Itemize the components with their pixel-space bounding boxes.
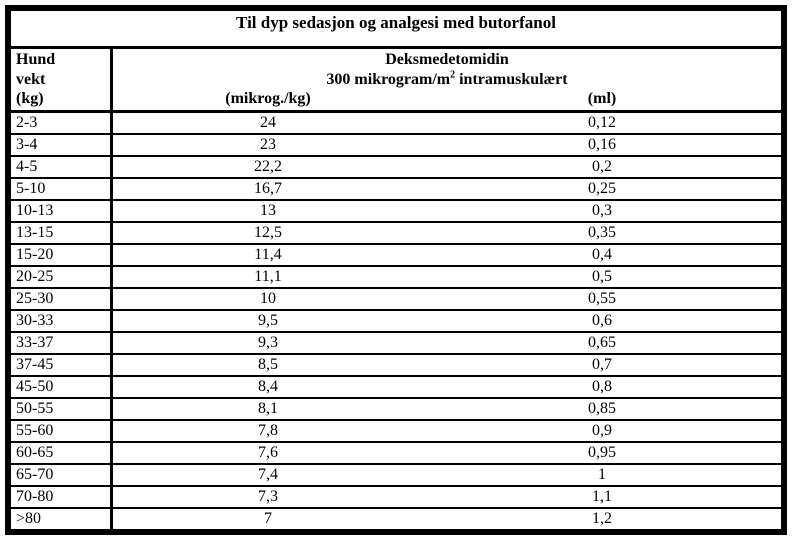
cell-weight-kg: 4-5 — [11, 157, 113, 177]
table-rows: 2-3 24 0,12 3-4 23 0,16 4-5 22,2 0,2 5-10 16,7 0,25… — [11, 113, 781, 529]
table-row: 70-80 7,3 1,1 — [11, 487, 781, 509]
cell-weight-kg: 30-33 — [11, 311, 113, 331]
cell-microg-per-kg: 16,7 — [254, 180, 282, 197]
cell-microg-per-kg: 7,3 — [258, 488, 278, 505]
cell-microg-per-kg: 22,2 — [254, 158, 282, 175]
cell-weight-kg: 15-20 — [11, 245, 113, 265]
cell-ml: 0,95 — [588, 444, 616, 461]
table-row: 50-55 8,1 0,85 — [11, 399, 781, 421]
cell-weight-kg: 2-3 — [11, 113, 113, 133]
cell-ml: 0,16 — [588, 136, 616, 153]
cell-microg-per-kg: 11,4 — [254, 246, 282, 263]
cell-ml: 0,55 — [588, 290, 616, 307]
table-header-row: Hund vekt (kg) Deksmedetomidin 300 mikro… — [11, 49, 781, 113]
weight-header-line-3: (kg) — [16, 90, 44, 107]
cell-microg-per-kg: 7,4 — [258, 466, 278, 483]
drug-dose-header-prefix: 300 mikrogram/m — [326, 70, 451, 88]
microg-per-kg-column-header: (mikrog./kg) — [225, 90, 311, 107]
table-row: 4-5 22,2 0,2 — [11, 157, 781, 179]
ml-column-header: (ml) — [587, 90, 617, 107]
cell-weight-kg: >80 — [11, 509, 113, 529]
cell-weight-kg: 10-13 — [11, 201, 113, 221]
drug-column-group-header: Deksmedetomidin 300 mikrogram/m2 intramu… — [113, 49, 781, 110]
cell-weight-kg: 37-45 — [11, 355, 113, 375]
cell-ml: 1,2 — [592, 510, 612, 527]
table-title: Til dyp sedasjon og analgesi med butorfa… — [11, 11, 781, 49]
cell-microg-per-kg: 9,3 — [258, 334, 278, 351]
table-row: 3-4 23 0,16 — [11, 135, 781, 157]
cell-microg-per-kg: 8,4 — [258, 378, 278, 395]
drug-dose-header-superscript: 2 — [450, 69, 456, 81]
dose-table: Til dyp sedasjon og analgesi med butorfa… — [5, 5, 787, 535]
cell-ml: 0,35 — [588, 224, 616, 241]
table-row: 60-65 7,6 0,95 — [11, 443, 781, 465]
cell-microg-per-kg: 9,5 — [258, 312, 278, 329]
table-row: 10-13 13 0,3 — [11, 201, 781, 223]
table-row: 65-70 7,4 1 — [11, 465, 781, 487]
cell-weight-kg: 13-15 — [11, 223, 113, 243]
cell-ml: 0,9 — [592, 422, 612, 439]
cell-microg-per-kg: 7,8 — [258, 422, 278, 439]
cell-ml: 1,1 — [592, 488, 612, 505]
cell-microg-per-kg: 10 — [260, 290, 276, 307]
table-row: 45-50 8,4 0,8 — [11, 377, 781, 399]
table-row: 13-15 12,5 0,35 — [11, 223, 781, 245]
table-row: 20-25 11,1 0,5 — [11, 267, 781, 289]
cell-microg-per-kg: 8,1 — [258, 400, 278, 417]
cell-microg-per-kg: 7,6 — [258, 444, 278, 461]
table-row: 2-3 24 0,12 — [11, 113, 781, 135]
cell-weight-kg: 45-50 — [11, 377, 113, 397]
cell-ml: 0,6 — [592, 312, 612, 329]
sub-column-headers: (mikrog./kg) (ml) — [113, 89, 781, 109]
cell-microg-per-kg: 11,1 — [254, 268, 282, 285]
cell-weight-kg: 65-70 — [11, 465, 113, 485]
cell-weight-kg: 25-30 — [11, 289, 113, 309]
cell-weight-kg: 5-10 — [11, 179, 113, 199]
cell-weight-kg: 60-65 — [11, 443, 113, 463]
cell-weight-kg: 55-60 — [11, 421, 113, 441]
cell-ml: 0,2 — [592, 158, 612, 175]
table-row: 37-45 8,5 0,7 — [11, 355, 781, 377]
table-row: 25-30 10 0,55 — [11, 289, 781, 311]
table-row: 55-60 7,8 0,9 — [11, 421, 781, 443]
drug-dose-header-suffix: intramuskulært — [455, 70, 568, 88]
weight-header-line-2: vekt — [16, 70, 46, 88]
table-row: 33-37 9,3 0,65 — [11, 333, 781, 355]
cell-ml: 0,4 — [592, 246, 612, 263]
cell-weight-kg: 3-4 — [11, 135, 113, 155]
cell-weight-kg: 20-25 — [11, 267, 113, 287]
drug-dose-header: 300 mikrogram/m2 intramuskulært — [113, 70, 781, 90]
cell-ml: 0,8 — [592, 378, 612, 395]
weight-header-line-1: Hund — [16, 51, 56, 68]
cell-microg-per-kg: 23 — [260, 136, 276, 153]
cell-microg-per-kg: 12,5 — [254, 224, 282, 241]
drug-name-header: Deksmedetomidin — [385, 51, 509, 68]
cell-microg-per-kg: 13 — [260, 202, 276, 219]
cell-ml: 0,12 — [588, 114, 616, 131]
table-row: 5-10 16,7 0,25 — [11, 179, 781, 201]
table-row: 30-33 9,5 0,6 — [11, 311, 781, 333]
cell-ml: 0,85 — [588, 400, 616, 417]
cell-ml: 0,5 — [592, 268, 612, 285]
cell-ml: 0,3 — [592, 202, 612, 219]
cell-microg-per-kg: 8,5 — [258, 356, 278, 373]
cell-ml: 1 — [598, 466, 606, 483]
cell-ml: 0,65 — [588, 334, 616, 351]
cell-weight-kg: 33-37 — [11, 333, 113, 353]
weight-column-header: Hund vekt (kg) — [11, 49, 113, 110]
cell-ml: 0,25 — [588, 180, 616, 197]
cell-microg-per-kg: 7 — [264, 510, 272, 527]
cell-microg-per-kg: 24 — [260, 114, 276, 131]
cell-ml: 0,7 — [592, 356, 612, 373]
cell-weight-kg: 70-80 — [11, 487, 113, 507]
table-row: 15-20 11,4 0,4 — [11, 245, 781, 267]
table-row: >80 7 1,2 — [11, 509, 781, 529]
cell-weight-kg: 50-55 — [11, 399, 113, 419]
